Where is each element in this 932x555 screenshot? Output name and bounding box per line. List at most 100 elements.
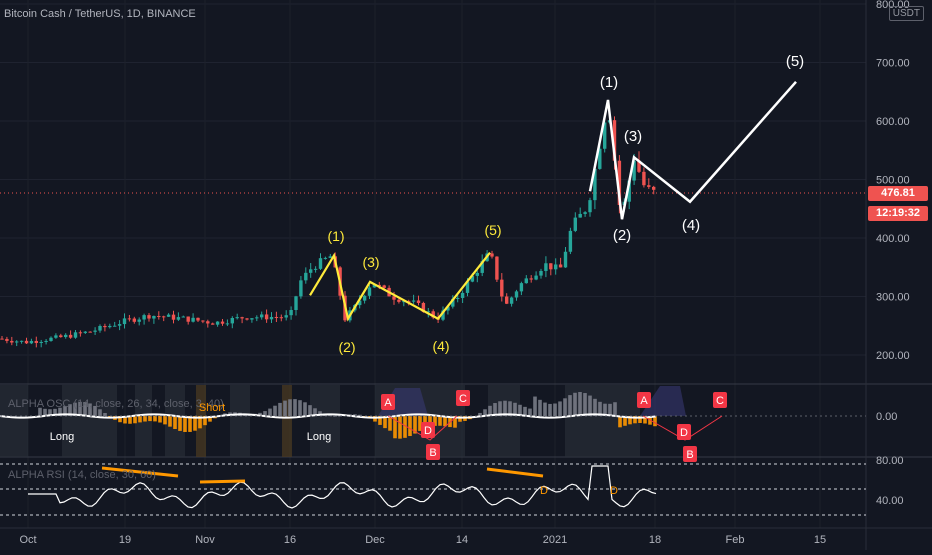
- candle-body: [318, 258, 323, 269]
- price-tick-200: 200.00: [876, 350, 910, 362]
- candle-body: [377, 284, 381, 286]
- osc-bar: [393, 416, 397, 439]
- candle-body: [539, 270, 543, 276]
- osc-bar: [573, 392, 577, 416]
- candle-body: [19, 340, 24, 342]
- candle-body: [269, 316, 274, 320]
- time-tick-9: 15: [814, 534, 826, 546]
- candle-body: [98, 325, 102, 331]
- osc-bar: [548, 403, 552, 416]
- price-tick-800: 800.00: [876, 0, 910, 11]
- pattern-badge: [677, 424, 691, 440]
- candle-body: [392, 296, 396, 300]
- candle-body: [456, 297, 460, 299]
- osc-bar: [198, 416, 202, 429]
- candle-body: [274, 316, 279, 318]
- candle-body: [68, 334, 73, 338]
- osc-bar: [123, 416, 127, 424]
- rsi-tick-80: 80.00: [876, 455, 904, 467]
- pattern-badge: [456, 390, 470, 406]
- candle-body: [191, 317, 195, 322]
- candle-body: [201, 320, 205, 322]
- osc-bar: [83, 402, 87, 416]
- candle-body: [117, 324, 122, 326]
- pattern-badge: [713, 392, 727, 408]
- candle-body: [152, 315, 156, 319]
- candle-body: [235, 317, 239, 319]
- candle-body: [59, 335, 63, 338]
- osc-bar: [453, 416, 457, 428]
- osc-bar: [653, 416, 657, 427]
- osc-bar: [268, 408, 272, 416]
- rsi-divergence-line: [101, 466, 179, 478]
- candle-body: [299, 280, 303, 297]
- osc-bar: [638, 416, 642, 424]
- candle-body: [411, 300, 416, 302]
- currency-button[interactable]: USDT: [888, 6, 924, 21]
- pattern-badge: [421, 422, 435, 438]
- pattern-badge-label-2: C: [459, 393, 467, 405]
- rsi-divergence-line: [199, 479, 246, 484]
- osc-bar: [398, 416, 402, 439]
- pattern-badge-label-3: D: [424, 425, 432, 437]
- osc-bar: [598, 401, 602, 416]
- time-tick-1: 19: [119, 534, 131, 546]
- candle-body: [431, 311, 435, 318]
- candle-body: [162, 316, 166, 318]
- short-signal-label: Short: [199, 402, 225, 414]
- osc-bar: [358, 414, 362, 416]
- candle-body: [637, 160, 641, 172]
- osc-bar: [283, 400, 287, 416]
- osc-bar: [633, 416, 637, 424]
- candle-body: [220, 321, 225, 324]
- osc-bar: [273, 405, 277, 416]
- candle-body: [225, 323, 230, 325]
- candle-body: [372, 284, 377, 288]
- osc-bar: [608, 403, 612, 416]
- candle-body: [529, 278, 533, 280]
- candle-body: [88, 331, 92, 333]
- pattern-badge-label-0: A: [384, 397, 392, 409]
- rsi-line: [28, 465, 657, 509]
- osc-bar: [478, 412, 482, 416]
- osc-bar: [183, 416, 187, 432]
- candle-body: [647, 185, 651, 187]
- candle-body: [64, 334, 68, 338]
- candle-body: [132, 318, 136, 322]
- candle-body: [328, 256, 332, 258]
- osc-bar: [153, 416, 157, 422]
- osc-bar: [623, 416, 627, 426]
- big-wave-label-4: (4): [682, 217, 700, 234]
- candle-body: [93, 330, 97, 332]
- pattern-badge-label-6: C: [716, 395, 724, 407]
- time-tick-7: 18: [649, 534, 661, 546]
- candle-body: [652, 186, 656, 190]
- osc-zone: [488, 385, 520, 457]
- candle-body: [480, 261, 484, 273]
- symbol-title[interactable]: Bitcoin Cash / TetherUS, 1D, BINANCE: [4, 8, 196, 20]
- candle-body: [142, 315, 146, 320]
- candle-body: [255, 317, 259, 319]
- osc-bar: [528, 408, 532, 416]
- candle-body: [495, 256, 499, 280]
- osc-bar: [628, 416, 632, 425]
- pattern-badge-label-7: D: [680, 427, 688, 439]
- osc-bar: [103, 413, 107, 416]
- time-tick-2: Nov: [195, 534, 215, 546]
- osc-bar: [263, 411, 267, 416]
- candle-body: [78, 332, 83, 334]
- osc-bar: [128, 416, 132, 424]
- osc-bar: [373, 416, 377, 422]
- osc-bar: [618, 416, 622, 428]
- osc-bar: [538, 399, 542, 416]
- candle-body: [593, 168, 597, 201]
- candle-body: [250, 318, 254, 320]
- osc-bar: [93, 405, 97, 416]
- candle-body: [137, 319, 141, 322]
- candle-body: [505, 296, 509, 304]
- osc-bar: [313, 408, 317, 416]
- candle-body: [166, 314, 171, 317]
- candle-body: [44, 340, 48, 342]
